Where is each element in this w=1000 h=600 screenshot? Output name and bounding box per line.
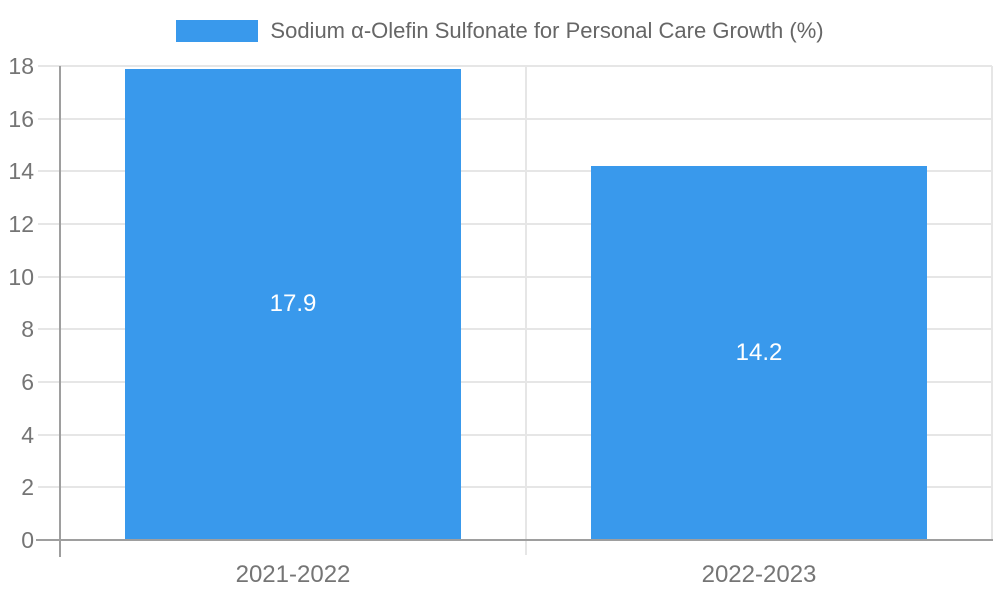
x-tick-label: 2021-2022	[235, 561, 351, 588]
y-gridline	[38, 486, 992, 489]
x-axis-line	[36, 539, 993, 541]
y-tick-label: 10	[8, 263, 34, 290]
y-gridline	[38, 170, 992, 173]
chart-legend: Sodium α-Olefin Sulfonate for Personal C…	[0, 18, 1000, 44]
y-tick-label: 14	[8, 158, 34, 185]
y-gridline	[38, 381, 992, 383]
y-gridline	[38, 328, 992, 331]
y-tick-label: 16	[8, 105, 34, 132]
y-gridline	[38, 223, 992, 225]
bar	[591, 166, 927, 540]
y-tick-label: 0	[21, 527, 34, 553]
y-tick-label: 2	[21, 474, 34, 501]
legend-swatch	[176, 20, 259, 42]
bar	[125, 68, 461, 540]
bar-value-label: 14.2	[735, 339, 783, 367]
y-tick-label: 6	[21, 369, 34, 395]
x-tick-label: 2022-2023	[701, 561, 817, 588]
y-tick-label: 18	[8, 53, 34, 79]
y-tick-label: 8	[21, 316, 34, 343]
category-divider	[525, 66, 527, 555]
y-gridline	[38, 117, 992, 120]
y-gridline	[38, 275, 992, 278]
legend-label: Sodium α-Olefin Sulfonate for Personal C…	[270, 18, 824, 43]
y-axis-line	[59, 66, 61, 557]
y-gridline	[38, 65, 992, 67]
y-tick-label: 12	[8, 211, 34, 237]
plot-right-border	[991, 66, 993, 540]
bar-value-label: 17.9	[269, 290, 317, 318]
y-tick-label: 4	[21, 421, 34, 448]
y-gridline	[38, 433, 992, 436]
